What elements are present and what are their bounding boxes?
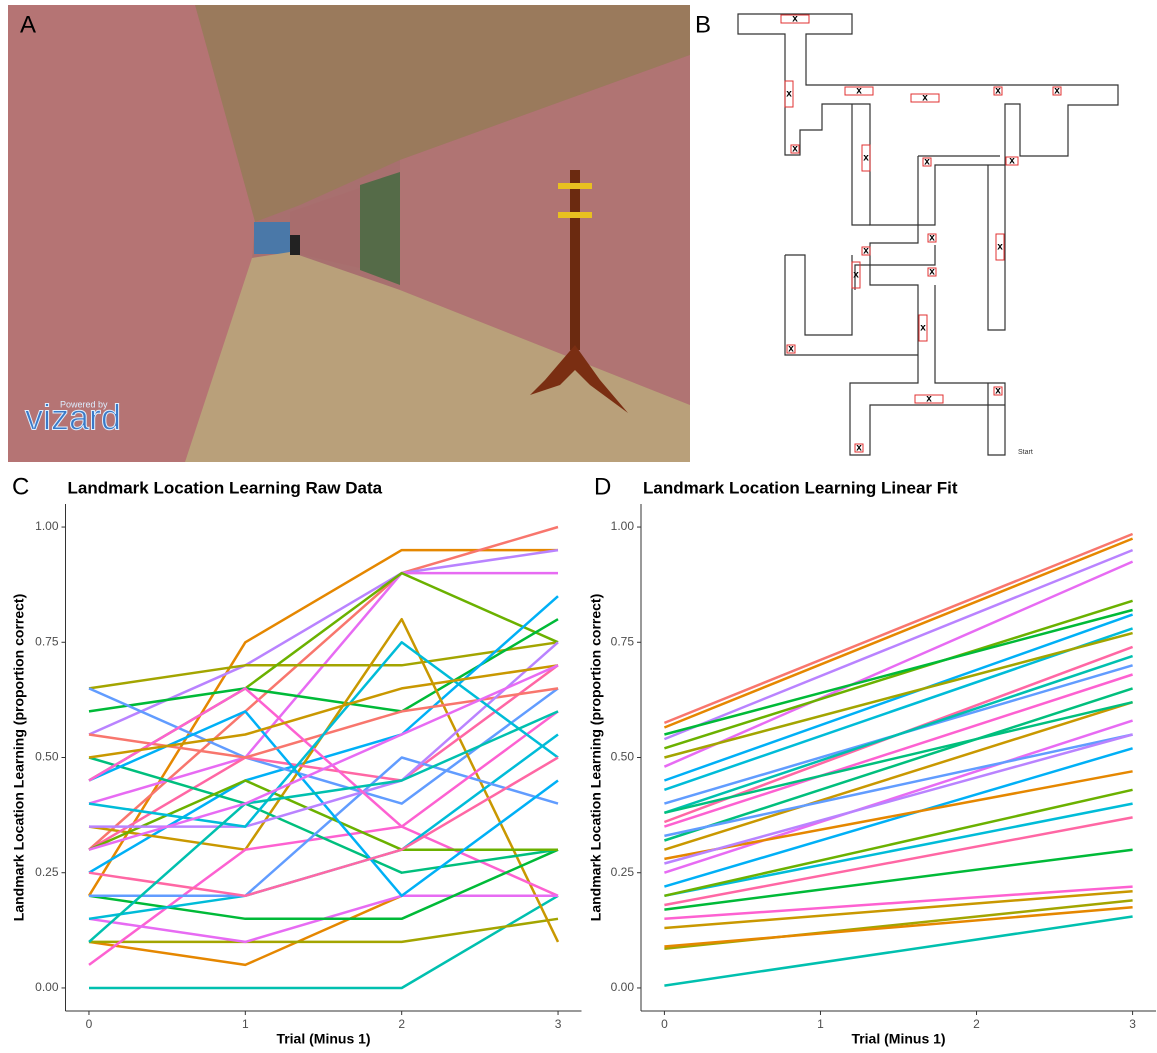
marker: x (995, 86, 1001, 97)
marker: x (792, 144, 798, 155)
y-tick-label: 1.00 (35, 519, 59, 533)
x-axis-label: Trial (Minus 1) (851, 1031, 945, 1047)
x-tick-label: 1 (817, 1017, 824, 1031)
x-axis-label: Trial (Minus 1) (276, 1031, 370, 1047)
series-line (664, 539, 1132, 728)
marker: x (863, 153, 869, 164)
series-line (89, 550, 558, 896)
y-tick-label: 0.75 (611, 634, 635, 648)
corridor-image: Powered by vizard A (8, 5, 690, 462)
start-label: Start (1018, 449, 1033, 456)
maze-walls (738, 14, 1118, 225)
series-line (664, 891, 1132, 928)
y-tick-label: 1.00 (611, 519, 635, 533)
marker: x (856, 443, 862, 454)
marker: x (929, 233, 935, 244)
marker: x (995, 386, 1001, 397)
y-tick-label: 0.00 (35, 980, 59, 994)
series-line (664, 656, 1132, 813)
chart-title: Landmark Location Learning Raw Data (68, 478, 383, 497)
panel-label: B (695, 11, 711, 38)
marker: x (856, 86, 862, 97)
y-tick-label: 0.25 (611, 865, 635, 879)
x-tick-label: 3 (1129, 1017, 1136, 1031)
logo: vizard (25, 397, 121, 438)
figure: Powered by vizard A B Start x x x x x x x x x x x x… (0, 0, 1157, 1053)
marker: x (863, 246, 869, 257)
marker: x (929, 267, 935, 278)
x-tick-label: 0 (661, 1017, 668, 1031)
marker: x (1009, 156, 1015, 167)
marker: x (792, 14, 798, 25)
series-line (89, 642, 558, 688)
marker: x (853, 270, 859, 281)
marker: x (920, 323, 926, 334)
series-line (89, 527, 558, 850)
y-tick-label: 0.50 (35, 750, 59, 764)
panel-label: D (594, 473, 611, 500)
marker: x (922, 93, 928, 104)
panel-label: C (12, 473, 29, 500)
marker: x (924, 157, 930, 168)
marker: x (1054, 86, 1060, 97)
y-tick-label: 0.00 (611, 980, 635, 994)
panel-label: A (20, 11, 36, 38)
series-line (664, 735, 1132, 864)
x-tick-label: 1 (242, 1017, 249, 1031)
x-tick-label: 2 (973, 1017, 980, 1031)
series-line (664, 562, 1132, 767)
y-axis-label: Landmark Location Learning (proportion c… (588, 594, 604, 921)
marker: x (926, 394, 932, 405)
marker: x (997, 242, 1003, 253)
series-line (89, 688, 558, 826)
maze-walls (785, 104, 1005, 455)
y-tick-label: 0.50 (611, 750, 635, 764)
maze-diagram: B Start x x x x x x x x x x x x x x x x x x x x (695, 11, 1118, 456)
marker: x (786, 89, 792, 100)
x-tick-label: 2 (398, 1017, 405, 1031)
series-line (664, 702, 1132, 850)
x-tick-label: 3 (555, 1017, 562, 1031)
x-tick-label: 0 (86, 1017, 93, 1031)
y-tick-label: 0.25 (35, 865, 59, 879)
chart-title: Landmark Location Learning Linear Fit (643, 478, 958, 497)
marker: x (788, 344, 794, 355)
series-line (664, 601, 1132, 749)
y-tick-label: 0.75 (35, 634, 59, 648)
y-axis-label: Landmark Location Learning (proportion c… (11, 594, 27, 921)
